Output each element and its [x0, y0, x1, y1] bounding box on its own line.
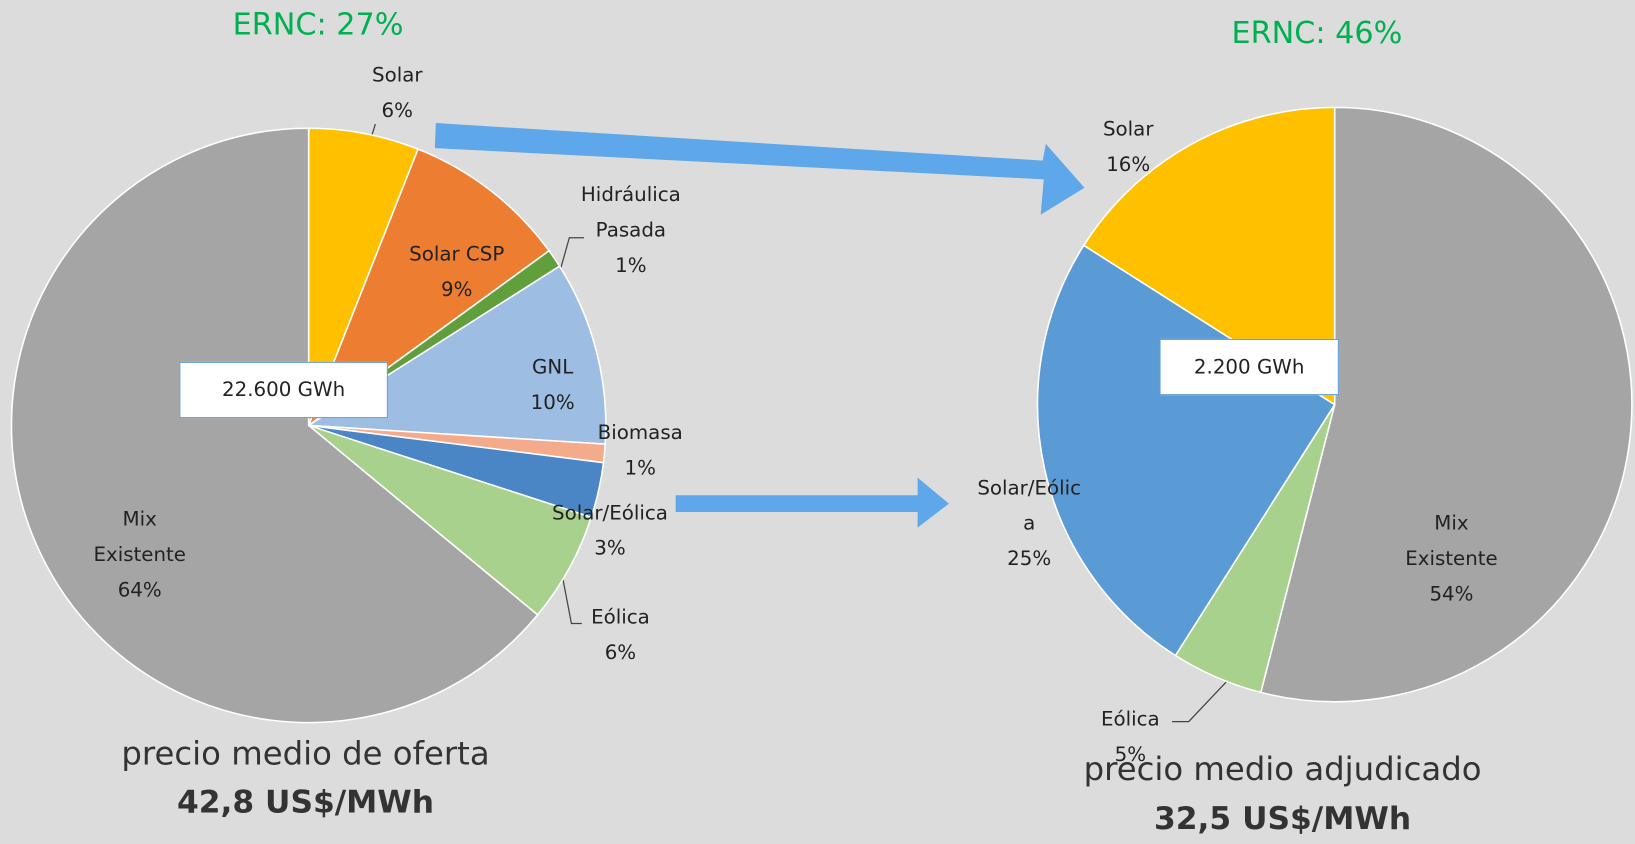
slice-value: 10% [530, 391, 575, 414]
slice-label: Hidráulica Pasada 1% [574, 177, 689, 283]
slice-value: 1% [624, 456, 656, 480]
total-box: 2.200 GWh [1159, 338, 1339, 396]
slice-label: Solar/Eólica 25% [975, 470, 1083, 576]
slice-label: Mix Existente 54% [1405, 506, 1499, 612]
slice-label: Solar/Eólica 3% [532, 495, 688, 566]
leader-line [559, 237, 584, 272]
slice-name: GNL [532, 355, 574, 379]
slice-label: Solar 6% [356, 57, 439, 128]
pie-slice [1259, 106, 1633, 703]
slice-name: Mix Existente [93, 507, 186, 567]
slice-label: Solar CSP 9% [399, 237, 514, 308]
slice-name: Biomasa [597, 421, 683, 445]
slice-value: 1% [615, 254, 647, 278]
slice-label: Solar 16% [1087, 112, 1170, 183]
slice-value: 54% [1429, 582, 1474, 606]
total-box: 22.600 GWh [179, 361, 388, 419]
subtitle: precio medio adjudicado [1083, 750, 1482, 789]
slice-name: Mix Existente [1405, 511, 1498, 571]
slice-name: Eólica [591, 605, 650, 629]
slice-value: 16% [1106, 153, 1151, 177]
slice-label: Eólica 5% [1083, 702, 1177, 773]
chart-title: ERNC: 46% [1231, 14, 1403, 51]
slice-name: Hidráulica Pasada [580, 183, 681, 242]
leader-line [562, 579, 582, 625]
slice-name: Solar/Eólica [977, 476, 1082, 535]
slice-value: 9% [440, 278, 473, 302]
pie-slice [10, 127, 539, 724]
chart-title: ERNC: 27% [232, 6, 404, 42]
slice-label: Eólica 6% [574, 600, 668, 671]
pie-slice [1082, 106, 1336, 407]
slice-value: 6% [604, 641, 637, 665]
slice-value: 6% [381, 99, 414, 122]
slice-name: Eólica [1100, 708, 1160, 731]
leader-line [1172, 681, 1227, 723]
leader-lines [369, 123, 1227, 723]
price: 42,8 US$/MWh [176, 784, 435, 821]
slice-name: Solar [372, 63, 423, 87]
slice-name: Solar [1102, 117, 1154, 141]
slice-label: GNL 10% [511, 349, 594, 420]
slice-value: 64% [117, 578, 162, 602]
slice-value: 3% [594, 537, 626, 560]
slice-name: Solar/Eólica [552, 501, 668, 525]
slice-value: 5% [1114, 743, 1147, 767]
slice-value: 25% [1007, 547, 1052, 571]
slice-name: Solar CSP [409, 242, 505, 266]
slice-label: Biomasa 1% [588, 415, 692, 486]
slice-label: Mix Existente 64% [93, 502, 187, 608]
pie-slice [1036, 244, 1336, 657]
subtitle: precio medio de oferta [121, 735, 490, 773]
price: 32,5 US$/MWh [1154, 800, 1412, 838]
